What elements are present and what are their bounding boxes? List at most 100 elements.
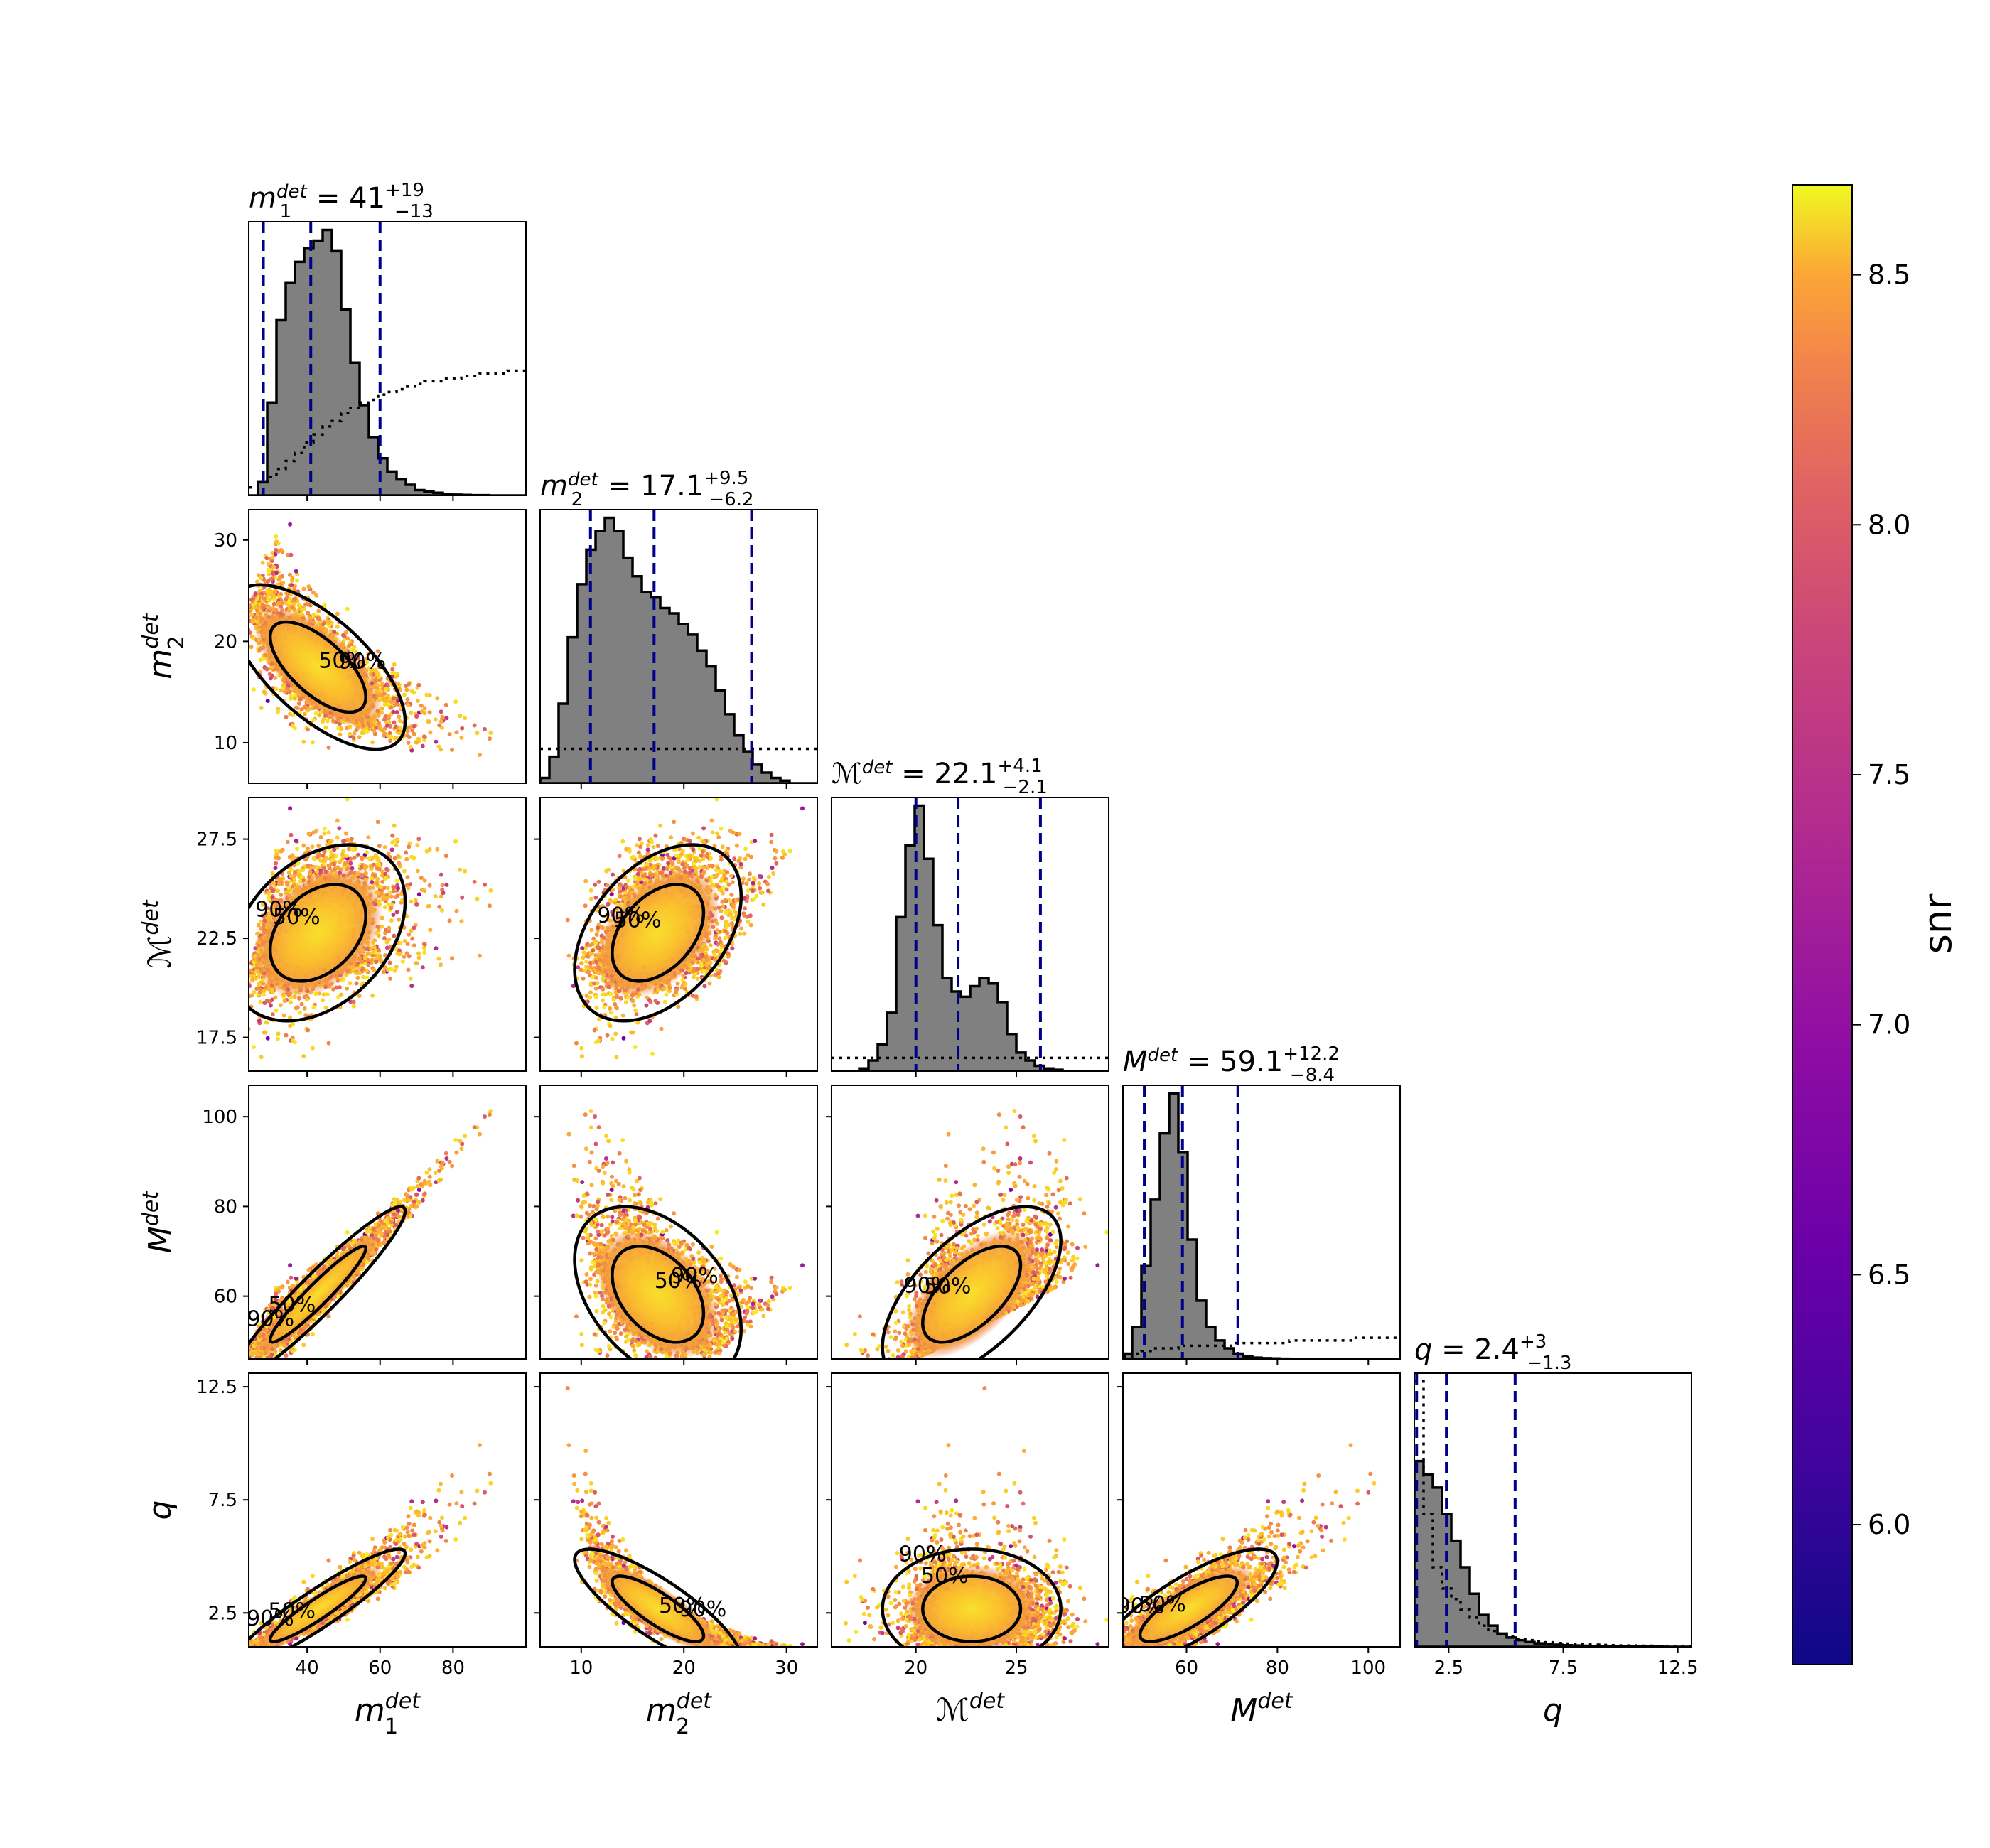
sample-point [380, 869, 385, 874]
sample-point [322, 831, 327, 836]
sample-point [347, 847, 351, 852]
sample-point [253, 591, 258, 596]
sample-point [389, 894, 394, 899]
sample-point [392, 968, 397, 973]
sample-point [256, 573, 261, 578]
sample-point [419, 709, 424, 714]
sample-point [345, 606, 350, 611]
sample-point [361, 974, 366, 979]
sample-point [382, 717, 387, 722]
sample-point [377, 948, 382, 953]
sample-point [380, 879, 385, 884]
sample-point [472, 723, 477, 728]
sample-point [419, 876, 424, 880]
sample-point [365, 656, 370, 661]
sample-point [378, 726, 383, 731]
sample-point [408, 745, 413, 750]
sample-point [311, 717, 316, 722]
sample-point [288, 696, 293, 701]
sample-point [249, 993, 254, 998]
sample-point [370, 740, 375, 745]
sample-point [335, 835, 340, 840]
sample-point [352, 731, 357, 736]
sample-point [440, 725, 444, 730]
sample-point [392, 662, 397, 667]
sample-point [288, 1000, 293, 1005]
sample-point [376, 858, 381, 863]
sample-point [337, 985, 342, 990]
sample-point [286, 600, 291, 605]
sample-point [440, 714, 445, 719]
sample-point [284, 1033, 289, 1038]
sample-point [287, 572, 292, 577]
sample-point [272, 597, 277, 602]
sample-point [262, 590, 267, 595]
sample-point [301, 607, 306, 612]
sample-point [273, 675, 278, 680]
sample-point [292, 696, 297, 701]
sample-point [270, 555, 275, 560]
sample-point [388, 738, 393, 743]
sample-point [444, 882, 449, 887]
sample-point [294, 1006, 298, 1011]
sample-point [378, 957, 383, 962]
sample-point [422, 706, 427, 711]
sample-point [290, 576, 295, 581]
sample-point [384, 940, 389, 945]
sample-point [311, 865, 316, 869]
sample-point [345, 986, 350, 991]
sample-point [255, 596, 259, 601]
sample-point [306, 611, 311, 616]
sample-point [345, 837, 350, 842]
sample-point [308, 869, 313, 874]
y-axis-label-m2: mdet2 [139, 613, 189, 679]
sample-point [416, 892, 421, 897]
sample-point [437, 904, 442, 909]
sample-point [398, 726, 403, 731]
y-tick-label: 20 [214, 631, 237, 652]
panel-m2-m2: mdet 2 = 17.1+9.5 −6.2 [539, 468, 818, 789]
sample-point [435, 696, 440, 701]
sample-point [311, 1005, 316, 1010]
sample-point [434, 946, 439, 951]
sample-point [342, 634, 347, 638]
contour-90 [249, 583, 407, 751]
sample-point [330, 987, 335, 992]
panel-m1-m1: mdet 1 = 41+19 −13 [248, 180, 527, 501]
panel-title-m2: mdet 2 = 17.1+9.5 −6.2 [540, 468, 754, 510]
sample-point [282, 689, 287, 694]
sample-point [414, 740, 419, 745]
sample-point [276, 601, 281, 605]
sample-point [292, 876, 297, 881]
sample-point [290, 723, 295, 728]
sample-point [377, 678, 382, 683]
sample-point [316, 844, 321, 848]
sample-point [348, 731, 353, 736]
sample-point [407, 735, 412, 740]
sample-point [424, 849, 429, 854]
sample-point [414, 714, 419, 719]
sample-point [254, 987, 259, 992]
sample-point [397, 861, 402, 866]
sample-point [244, 997, 249, 1001]
sample-point [306, 864, 311, 869]
sample-point [390, 833, 395, 838]
sample-point [424, 692, 429, 697]
sample-point [326, 1041, 331, 1046]
sample-point [323, 725, 328, 730]
sample-point [289, 552, 294, 557]
sample-point [394, 735, 399, 740]
sample-point [271, 601, 276, 606]
sample-point [443, 854, 448, 859]
sample-point [410, 936, 415, 941]
sample-point [278, 1003, 283, 1008]
sample-point [348, 856, 353, 861]
sample-point [321, 719, 326, 724]
sample-point [375, 820, 380, 824]
sample-point [365, 729, 370, 734]
sample-point [289, 605, 294, 610]
sample-point [259, 705, 264, 710]
panel-content [249, 222, 526, 495]
sample-point [397, 719, 402, 724]
